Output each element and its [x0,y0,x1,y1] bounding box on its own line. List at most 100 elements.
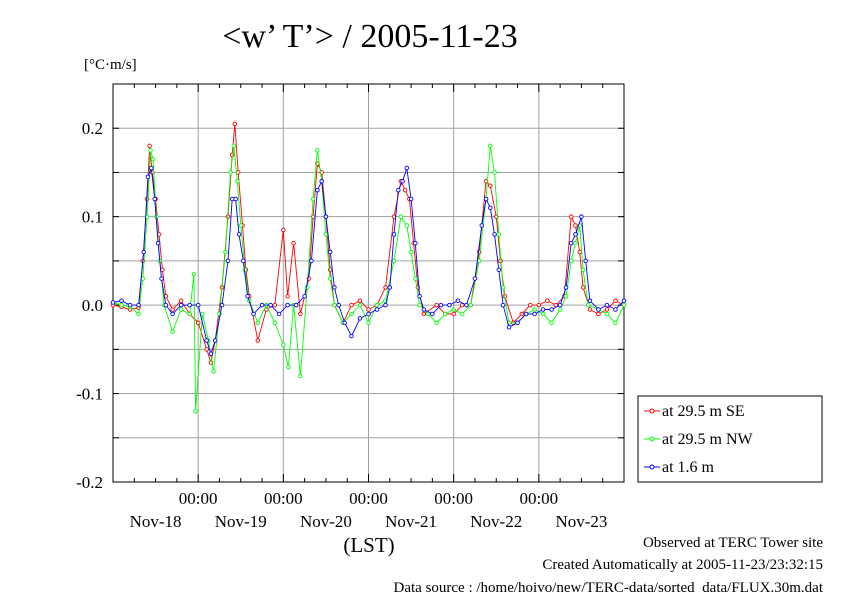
data-point [136,302,141,308]
data-point [573,223,578,228]
series-line [112,145,625,412]
data-point [315,148,320,153]
series-3 [110,165,627,357]
data-point [496,267,502,272]
data-point [211,369,216,374]
data-point [119,298,124,303]
data-point [238,223,243,228]
data-point [604,302,610,308]
data-point [557,302,563,308]
data-point [596,307,601,312]
data-point [613,298,618,303]
data-point [579,214,584,219]
data-point [585,302,591,308]
data-point [323,232,329,237]
data-point [438,302,444,308]
data-point [404,165,410,171]
data-point [455,298,461,303]
data-point [417,294,422,299]
day-label: Nov-23 [555,512,607,531]
data-point [191,271,197,277]
data-point [488,143,493,149]
data-point [500,302,506,308]
day-label: Nov-20 [300,512,352,531]
data-point [366,311,371,317]
data-point [178,298,184,303]
data-point [366,320,371,326]
legend-label: at 1.6 m [662,459,715,476]
data-point [152,196,157,202]
data-point [583,258,588,264]
data-point [515,320,520,326]
data-point [236,232,242,237]
data-point [342,320,347,326]
data-point [577,249,582,255]
data-point [349,333,354,339]
data-point [219,302,225,308]
x-tick-label: 00:00 [434,489,473,508]
data-point [332,302,337,308]
data-point [170,329,175,334]
data-point [159,276,164,281]
data-point [621,302,627,308]
data-point [404,223,410,228]
data-point [430,311,435,317]
x-tick-label: 00:00 [179,489,218,508]
data-point [568,240,574,246]
data-point [150,156,156,162]
data-point [459,311,465,317]
legend-swatch-marker [649,408,655,414]
data-point [285,294,290,299]
data-point [233,196,238,202]
data-point [208,351,214,357]
data-point [110,300,116,305]
data-point [496,232,502,237]
data-point [532,307,537,312]
data-point [387,285,393,290]
data-point [580,267,586,272]
data-point [540,307,546,312]
data-point [573,232,578,237]
data-point [451,307,456,312]
data-point [421,307,427,312]
data-point [374,307,380,312]
data-point [119,302,124,308]
data-point [587,298,593,303]
data-point [251,311,256,317]
data-point [187,311,192,317]
data-point [332,285,337,290]
data-point [255,338,261,343]
data-point [398,214,404,219]
data-point [519,311,525,317]
data-point [464,302,469,308]
data-point [302,294,307,299]
data-point [145,174,151,180]
data-point [281,342,286,348]
data-point [149,165,154,171]
data-point [141,249,146,255]
data-point [241,258,246,264]
data-point [468,302,473,308]
data-point [195,320,201,326]
data-point [187,302,192,308]
y-tick-label: 0.0 [82,296,103,315]
data-point [349,311,354,317]
data-point [580,285,586,290]
data-point [383,285,388,290]
data-point [298,373,303,379]
data-point [225,258,231,264]
data-point [545,298,550,303]
x-tick-label: 00:00 [264,489,303,508]
data-point [557,307,563,312]
data-point [483,196,489,202]
legend-box [637,395,823,483]
data-point [276,311,282,317]
day-label: Nov-18 [130,512,182,531]
data-point [476,258,482,264]
x-axis-label: (LST) [343,533,394,557]
data-point [231,143,237,149]
data-point [451,311,456,317]
data-point [291,240,296,246]
x-tick-label: 00:00 [349,489,388,508]
